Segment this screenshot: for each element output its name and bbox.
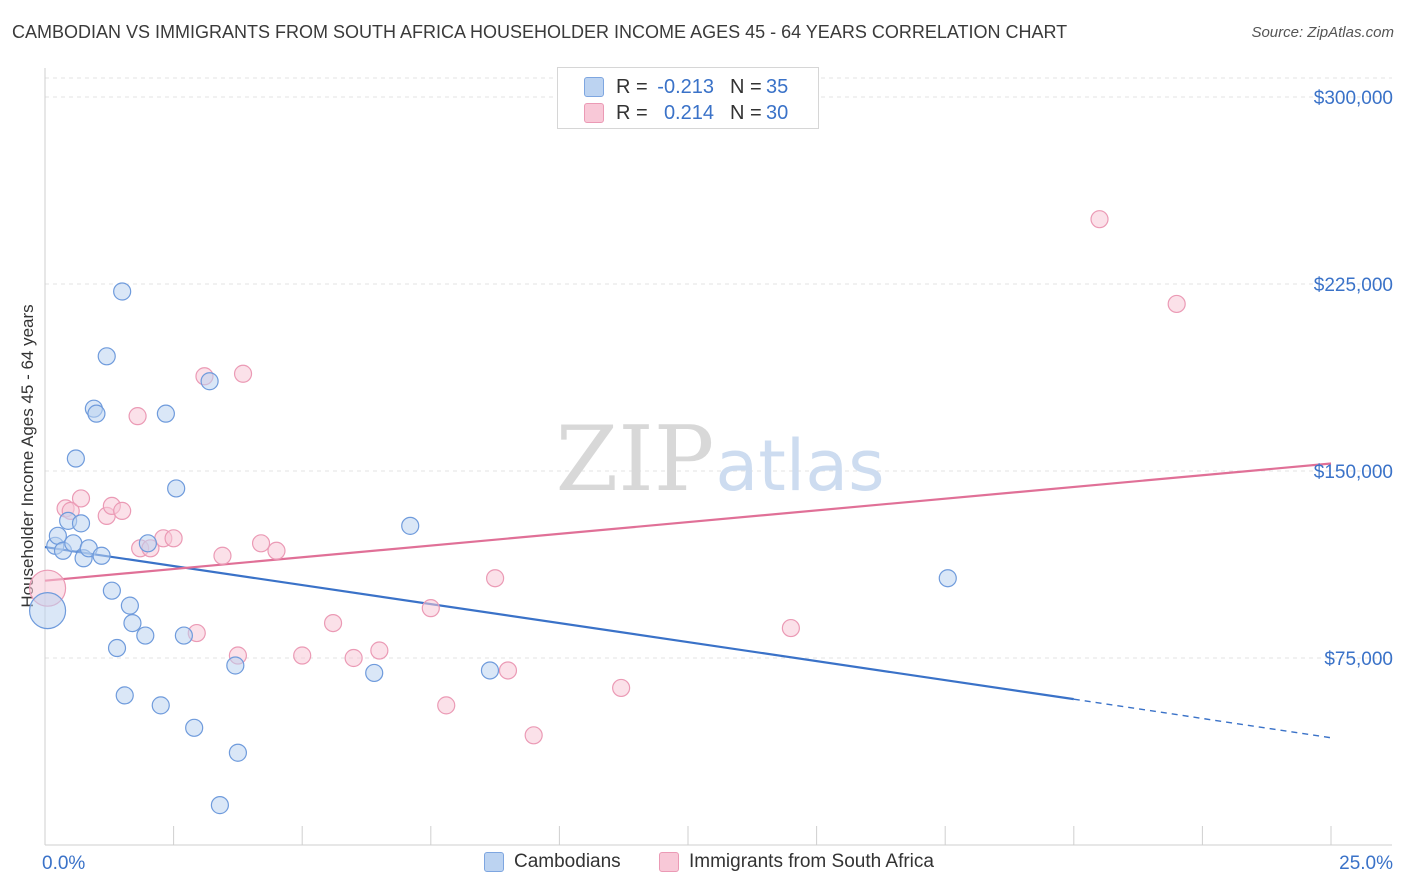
point-cambodians [87,404,106,423]
point-cambodians [97,347,116,366]
pink-swatch [659,852,679,872]
blue-swatch [584,77,604,97]
legend-label: Cambodians [514,851,621,872]
point-south-africa [437,696,456,715]
r-label: R = [616,75,648,98]
point-cambodians [66,449,85,468]
point-south-africa [267,541,286,560]
point-south-africa [1090,210,1109,229]
trend-lines [44,462,1332,739]
watermark-atlas: atlas [715,425,884,507]
legend-item-south-africa[interactable]: Immigrants from South Africa [659,851,934,873]
point-south-africa [370,641,389,660]
point-south-africa [781,618,800,638]
point-cambodians [92,546,111,565]
watermark-zip: ZIP [556,407,715,512]
series-legend: Cambodians Immigrants from South Africa [0,851,1406,877]
r-value: 0.214 [663,101,714,124]
point-south-africa [524,726,543,745]
point-south-africa [612,678,631,698]
stats-row-south-africa: R = 0.214 N = 30 [558,100,788,126]
point-south-africa [113,501,132,520]
point-south-africa [128,407,147,426]
pink-swatch [584,103,604,123]
y-tick-label: $150,000 [1314,462,1393,483]
point-cambodians [123,613,142,633]
point-cambodians [102,581,121,600]
y-tick-label: $300,000 [1314,88,1393,109]
y-tick-label: $225,000 [1314,275,1393,296]
x-tick-label: 25.0% [1339,853,1393,874]
point-south-africa [344,648,363,668]
point-cambodians [28,592,67,630]
n-value: 35 [766,75,789,98]
point-south-africa [421,599,440,618]
n-label: N = [730,75,762,98]
point-cambodians [113,282,132,301]
point-cambodians [480,661,500,680]
trend-line-cambodians [44,545,1074,701]
source-label: Source: ZipAtlas.com [1251,24,1394,41]
point-south-africa [233,364,253,383]
point-south-africa [164,529,183,548]
point-cambodians [115,686,134,705]
point-cambodians [167,479,186,498]
point-cambodians [228,743,247,762]
n-label: N = [730,101,762,124]
trend-line-south-africa [44,462,1332,582]
point-cambodians [71,514,91,533]
point-cambodians [365,663,384,683]
point-cambodians [174,626,193,645]
stats-legend: R = -0.213 N = 35 R = 0.214 N = 30 [557,67,819,129]
point-cambodians [120,596,139,615]
data-points [28,210,1186,815]
point-south-africa [213,546,232,565]
r-label: R = [616,101,648,124]
point-cambodians [226,656,245,675]
r-value: -0.213 [657,75,714,98]
point-cambodians [200,372,219,391]
point-cambodians [64,534,83,553]
point-cambodians [210,796,229,815]
point-south-africa [293,646,312,665]
x-tick-label: 0.0% [42,853,85,874]
point-south-africa [486,569,505,588]
point-cambodians [401,516,420,535]
tick-labels: $75,000 $150,000 $225,000 $300,000 0.0% 25.0% [42,88,1393,874]
point-south-africa [71,489,91,508]
point-cambodians [185,718,204,737]
n-value: 30 [766,101,789,124]
stats-row-cambodians: R = -0.213 N = 35 [558,74,788,100]
trend-line-cambodians-projection [1073,698,1332,739]
point-cambodians [107,638,127,658]
chart-title: CAMBODIAN VS IMMIGRANTS FROM SOUTH AFRIC… [12,22,1068,42]
point-cambodians [938,569,957,588]
point-south-africa [323,613,343,633]
point-cambodians [138,534,157,553]
point-south-africa [498,661,518,680]
legend-item-cambodians[interactable]: Cambodians [484,851,621,873]
legend-label: Immigrants from South Africa [689,851,934,872]
point-south-africa [1167,294,1186,314]
point-cambodians [136,626,155,645]
blue-swatch [484,852,504,872]
point-cambodians [156,404,175,423]
point-cambodians [151,696,170,715]
point-south-africa [251,534,271,553]
axes [44,68,1392,846]
y-tick-label: $75,000 [1324,649,1393,670]
